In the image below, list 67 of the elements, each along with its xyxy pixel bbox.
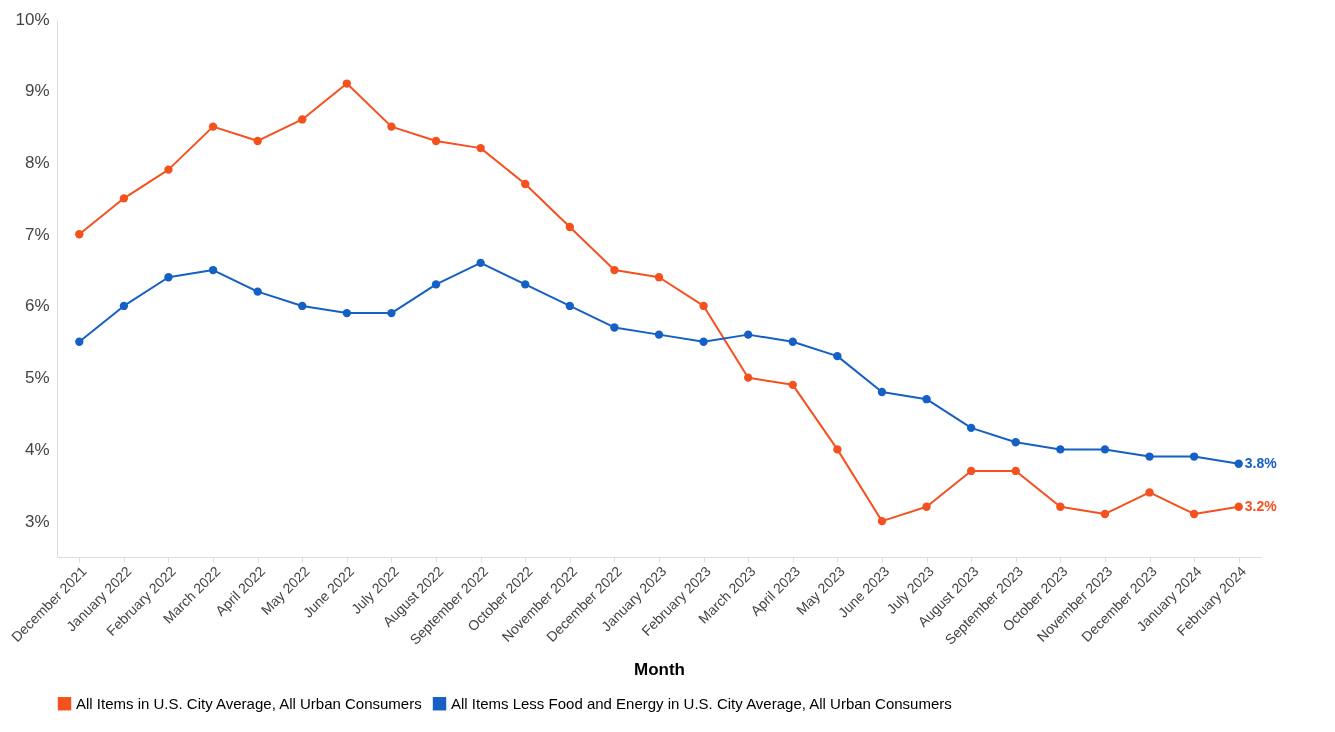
point xyxy=(654,273,664,282)
point xyxy=(387,122,396,131)
point xyxy=(1234,459,1243,468)
point xyxy=(654,330,664,339)
point xyxy=(699,337,708,346)
point xyxy=(253,287,262,296)
point xyxy=(610,265,619,275)
point xyxy=(75,230,84,239)
point xyxy=(298,115,307,124)
point xyxy=(744,330,753,339)
point xyxy=(431,280,441,289)
point xyxy=(387,308,396,318)
legend-label: All Items Less Food and Energy in U.S. City Average, All Urban Consumers xyxy=(451,694,952,712)
y-tick-label: 3% xyxy=(24,511,50,531)
point xyxy=(521,179,530,189)
point xyxy=(1100,509,1110,519)
point xyxy=(788,337,797,346)
y-tick-label: 9% xyxy=(24,81,50,101)
point xyxy=(521,280,530,289)
point xyxy=(1056,502,1065,511)
legend-label: All Items in U.S. City Average, All Urban Consumers xyxy=(76,694,422,712)
point xyxy=(966,466,976,476)
point xyxy=(966,423,976,433)
x-axis-title: Month xyxy=(634,659,685,679)
point xyxy=(119,194,129,203)
point xyxy=(1011,466,1020,476)
point xyxy=(610,323,619,332)
point xyxy=(1056,445,1065,454)
data-label: 3.2% xyxy=(1244,497,1278,514)
y-tick-label: 4% xyxy=(24,439,50,459)
point xyxy=(744,373,753,382)
point xyxy=(1234,502,1243,511)
point xyxy=(342,308,352,318)
point xyxy=(476,143,485,153)
point xyxy=(208,265,218,275)
point xyxy=(699,301,708,311)
point xyxy=(1189,452,1199,461)
data-label: 3.8% xyxy=(1244,454,1278,471)
point xyxy=(1011,438,1020,447)
y-tick-label: 7% xyxy=(24,224,50,244)
point xyxy=(1145,452,1154,461)
y-tick-label: 5% xyxy=(24,368,50,388)
point xyxy=(565,222,574,232)
point xyxy=(877,516,887,526)
point xyxy=(833,351,842,361)
point xyxy=(476,258,485,268)
point xyxy=(565,301,574,311)
point xyxy=(833,445,842,454)
point xyxy=(877,387,887,397)
point xyxy=(342,79,352,88)
point xyxy=(922,502,931,511)
point xyxy=(788,380,797,390)
point xyxy=(922,395,931,404)
point xyxy=(253,136,262,146)
y-tick-label: 8% xyxy=(24,152,50,172)
point xyxy=(164,273,173,282)
point xyxy=(1145,488,1154,497)
point xyxy=(1100,445,1110,454)
y-tick-label: 6% xyxy=(24,296,50,316)
point xyxy=(75,337,84,346)
point xyxy=(298,301,307,311)
y-tick-label: 10% xyxy=(15,9,50,29)
point xyxy=(208,122,218,131)
point xyxy=(119,301,129,311)
point xyxy=(431,136,441,146)
point xyxy=(1189,509,1199,519)
point xyxy=(164,165,173,174)
